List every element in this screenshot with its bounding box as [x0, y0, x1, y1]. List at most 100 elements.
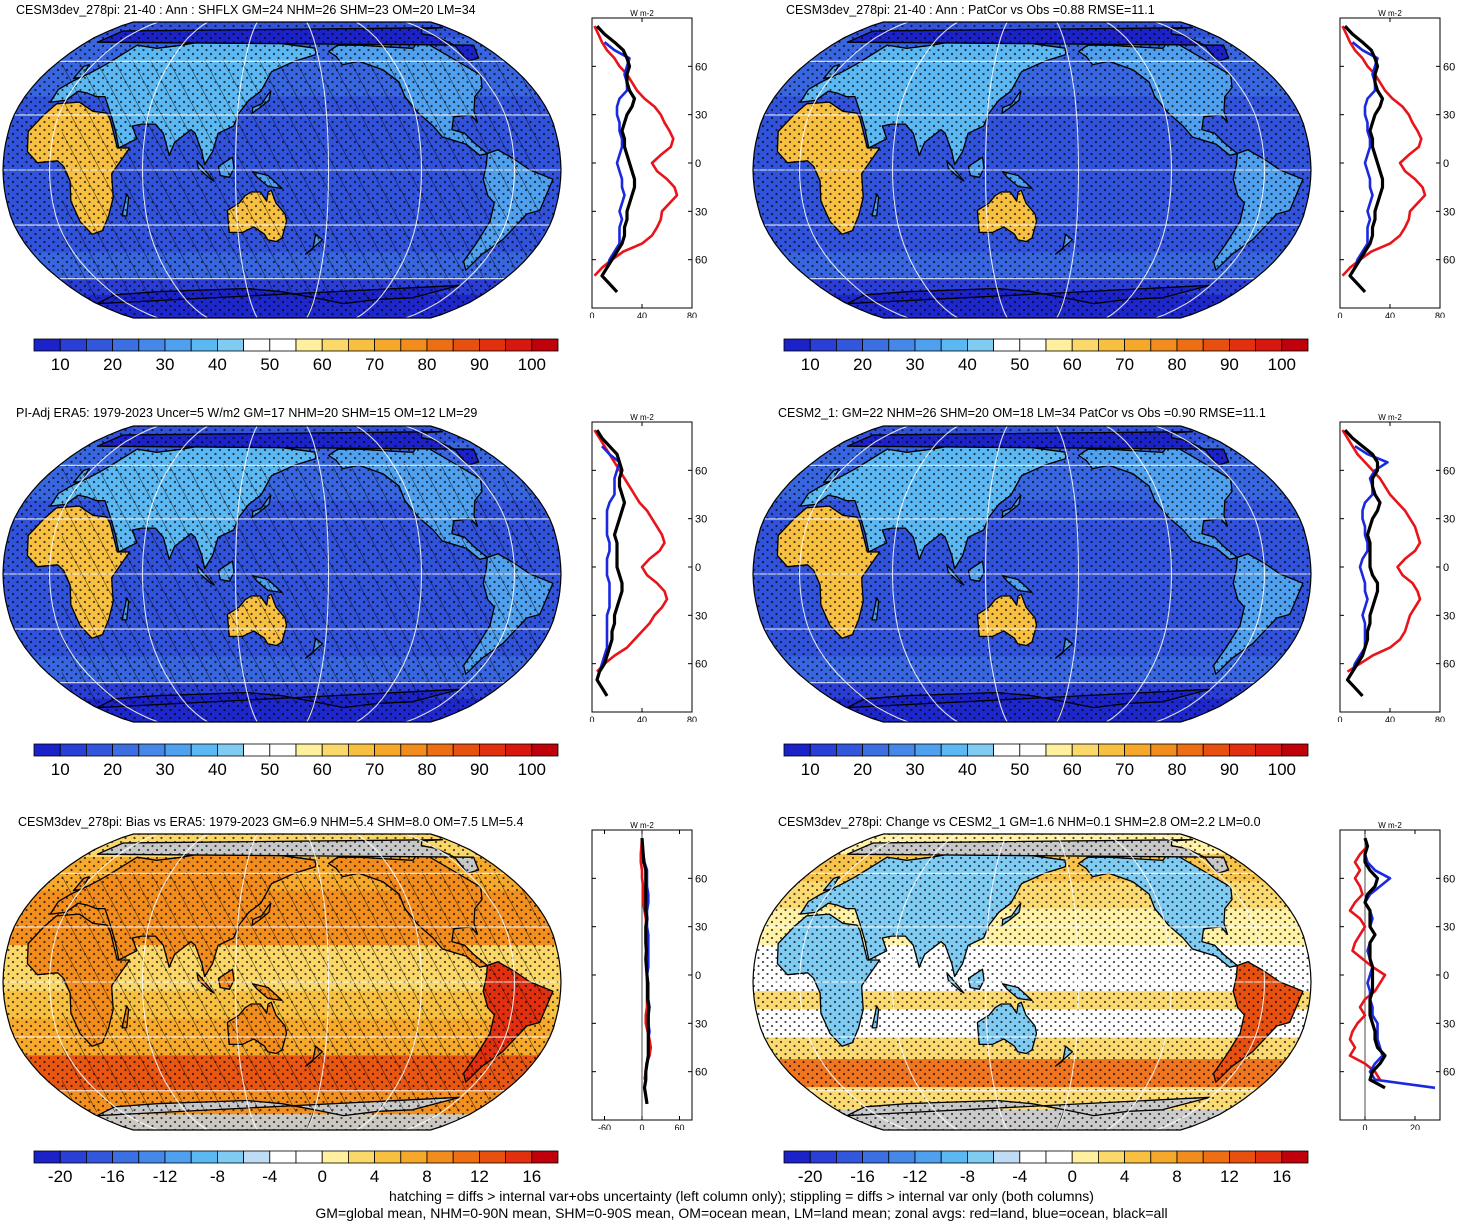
y-tick-label: 30S — [1443, 610, 1456, 622]
colorbar-label: 30 — [906, 355, 925, 374]
colorbar-swatch — [1281, 338, 1309, 352]
colorbar-swatch — [531, 1150, 559, 1164]
colorbar-swatch — [347, 1150, 375, 1164]
zonal-mean-panel: W m-2 60N 30N 0 30S 60S 0 20 — [1328, 820, 1463, 1133]
meridian — [1155, 22, 1266, 318]
map-outline — [752, 21, 1312, 319]
colorbar-swatch — [112, 1150, 140, 1164]
colorbar-swatch — [1019, 1150, 1047, 1164]
colorbar: -20-16-12-8-4048121620 — [783, 1150, 1344, 1190]
colorbar-swatch — [33, 338, 61, 352]
colorbar-label: 30 — [156, 355, 175, 374]
colorbar-label: 80 — [418, 355, 437, 374]
colorbar-swatch — [836, 743, 864, 757]
map-canvas — [2, 833, 562, 1131]
colorbar-swatch — [1228, 1150, 1256, 1164]
colorbar-swatch — [1176, 1150, 1204, 1164]
zonal-all-line — [1343, 25, 1385, 293]
meridian — [48, 22, 159, 318]
y-tick-label: 0 — [695, 562, 701, 574]
y-tick-label: 0 — [1443, 158, 1449, 170]
colorbar-swatch — [295, 338, 323, 352]
y-tick-label: 0 — [695, 158, 701, 170]
meridian — [891, 22, 959, 318]
x-tick-label: 40 — [637, 311, 647, 318]
colorbar-swatch — [1097, 1150, 1125, 1164]
meridian — [355, 22, 423, 318]
colorbar-label: 10 — [801, 760, 820, 779]
panel-title: CESM3dev_278pi: 21-40 : Ann : PatCor vs … — [786, 3, 1155, 17]
colorbar-label: 40 — [958, 760, 977, 779]
colorbar-canvas: -20-16-12-8-4048121620 — [33, 1150, 594, 1186]
colorbar-label: 10 — [51, 355, 70, 374]
colorbar-swatch — [1097, 338, 1125, 352]
colorbar-swatch — [1202, 338, 1230, 352]
map-outline — [2, 21, 562, 319]
y-tick-label: 60N — [695, 61, 708, 73]
colorbar-swatch — [164, 743, 192, 757]
zonal-land-line — [1341, 429, 1422, 673]
y-tick-label: 30S — [695, 206, 708, 218]
colorbar-label: -12 — [903, 1167, 928, 1186]
zonal-land-line — [593, 25, 679, 277]
y-tick-label: 60N — [1443, 61, 1456, 73]
colorbar-swatch — [1228, 743, 1256, 757]
x-tick-label: 0 — [589, 715, 594, 722]
colorbar-swatch — [809, 338, 837, 352]
panel-title: CESM3dev_278pi: 21-40 : Ann : SHFLX GM=2… — [16, 3, 476, 17]
colorbar-swatch — [783, 338, 811, 352]
zonal-all-line — [1343, 429, 1382, 697]
colorbar-label: 30 — [156, 760, 175, 779]
map-outline — [752, 425, 1312, 723]
colorbar-label: 70 — [365, 355, 384, 374]
meridian — [1056, 834, 1080, 1130]
zonal-canvas: W m-2 60N 30N 0 30S 60S 0 40 80 — [1337, 9, 1463, 321]
zonal-land-line — [593, 429, 669, 673]
meridian — [306, 426, 330, 722]
zonal-mean-panel: W m-2 60N 30N 0 30S 60S 0 40 80 — [1328, 8, 1463, 321]
meridian — [798, 834, 909, 1130]
colorbar-swatch — [347, 338, 375, 352]
colorbar: -20-16-12-8-4048121620 — [33, 1150, 594, 1190]
y-tick-label: 30S — [695, 610, 708, 622]
meridian — [1105, 834, 1173, 1130]
colorbar-swatch — [374, 743, 402, 757]
y-tick-label: 30N — [695, 514, 708, 526]
colorbar-label: 20 — [853, 760, 872, 779]
map-panel — [752, 424, 1312, 724]
meridian — [141, 22, 209, 318]
footer-caption-line2: GM=global mean, NHM=0-90N mean, SHM=0-90… — [315, 1205, 1168, 1221]
meridian — [234, 22, 258, 318]
zonal-mean-panel: W m-2 60N 30N 0 30S 60S -60 0 60 — [580, 820, 715, 1133]
colorbar-swatch — [888, 743, 916, 757]
graticule — [753, 834, 1311, 1130]
colorbar-swatch — [1124, 743, 1152, 757]
colorbar-swatch — [112, 338, 140, 352]
colorbar-label: 40 — [208, 355, 227, 374]
y-tick-label: 30S — [1443, 1018, 1456, 1030]
colorbar-swatch — [1150, 338, 1178, 352]
y-tick-label: 60S — [695, 659, 708, 671]
colorbar-swatch — [888, 338, 916, 352]
meridian — [1056, 426, 1080, 722]
colorbar-swatch — [138, 338, 166, 352]
colorbar-canvas: 102030405060708090100110 — [33, 338, 598, 374]
hatching-overlay — [62, 872, 542, 1112]
colorbar-swatch — [966, 338, 994, 352]
colorbar-label: 4 — [370, 1167, 379, 1186]
colorbar-swatch — [940, 1150, 968, 1164]
x-tick-label: 0 — [589, 311, 594, 318]
colorbar-label: 50 — [1010, 355, 1029, 374]
x-tick-label: 0 — [1337, 715, 1342, 722]
map-outline — [2, 425, 562, 723]
colorbar-swatch — [1228, 338, 1256, 352]
colorbar-swatch — [1255, 1150, 1283, 1164]
map-panel — [752, 832, 1312, 1132]
colorbar-swatch — [426, 1150, 454, 1164]
colorbar-swatch — [216, 1150, 244, 1164]
meridian — [1056, 22, 1080, 318]
colorbar-label: -4 — [1012, 1167, 1027, 1186]
meridian — [306, 22, 330, 318]
map-outline — [752, 833, 1312, 1131]
colorbar-swatch — [1045, 743, 1073, 757]
